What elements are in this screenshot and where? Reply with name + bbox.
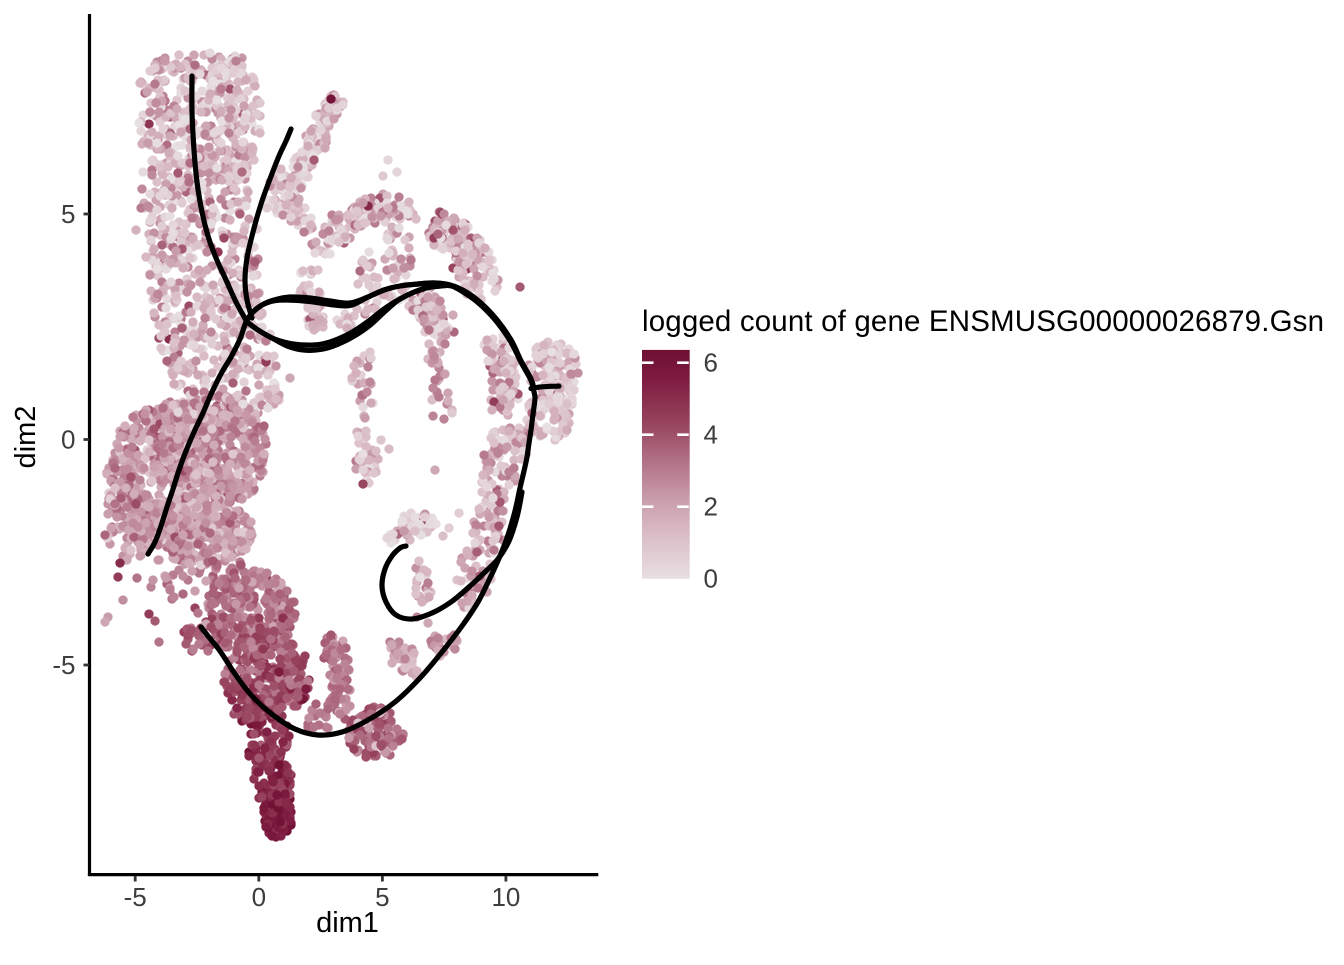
svg-text:-5: -5 — [52, 650, 75, 680]
svg-text:dim2: dim2 — [10, 406, 42, 469]
svg-text:0: 0 — [252, 882, 266, 912]
svg-text:10: 10 — [491, 882, 520, 912]
svg-text:dim1: dim1 — [316, 907, 379, 939]
svg-text:5: 5 — [61, 199, 75, 229]
svg-text:5: 5 — [375, 882, 389, 912]
svg-text:0: 0 — [704, 564, 718, 594]
svg-text:0: 0 — [61, 425, 75, 455]
svg-text:6: 6 — [704, 348, 718, 378]
svg-text:2: 2 — [704, 492, 718, 522]
svg-text:-5: -5 — [124, 882, 147, 912]
svg-text:logged count of gene ENSMUSG00: logged count of gene ENSMUSG00000026879.… — [642, 305, 1324, 338]
svg-text:4: 4 — [704, 420, 718, 450]
